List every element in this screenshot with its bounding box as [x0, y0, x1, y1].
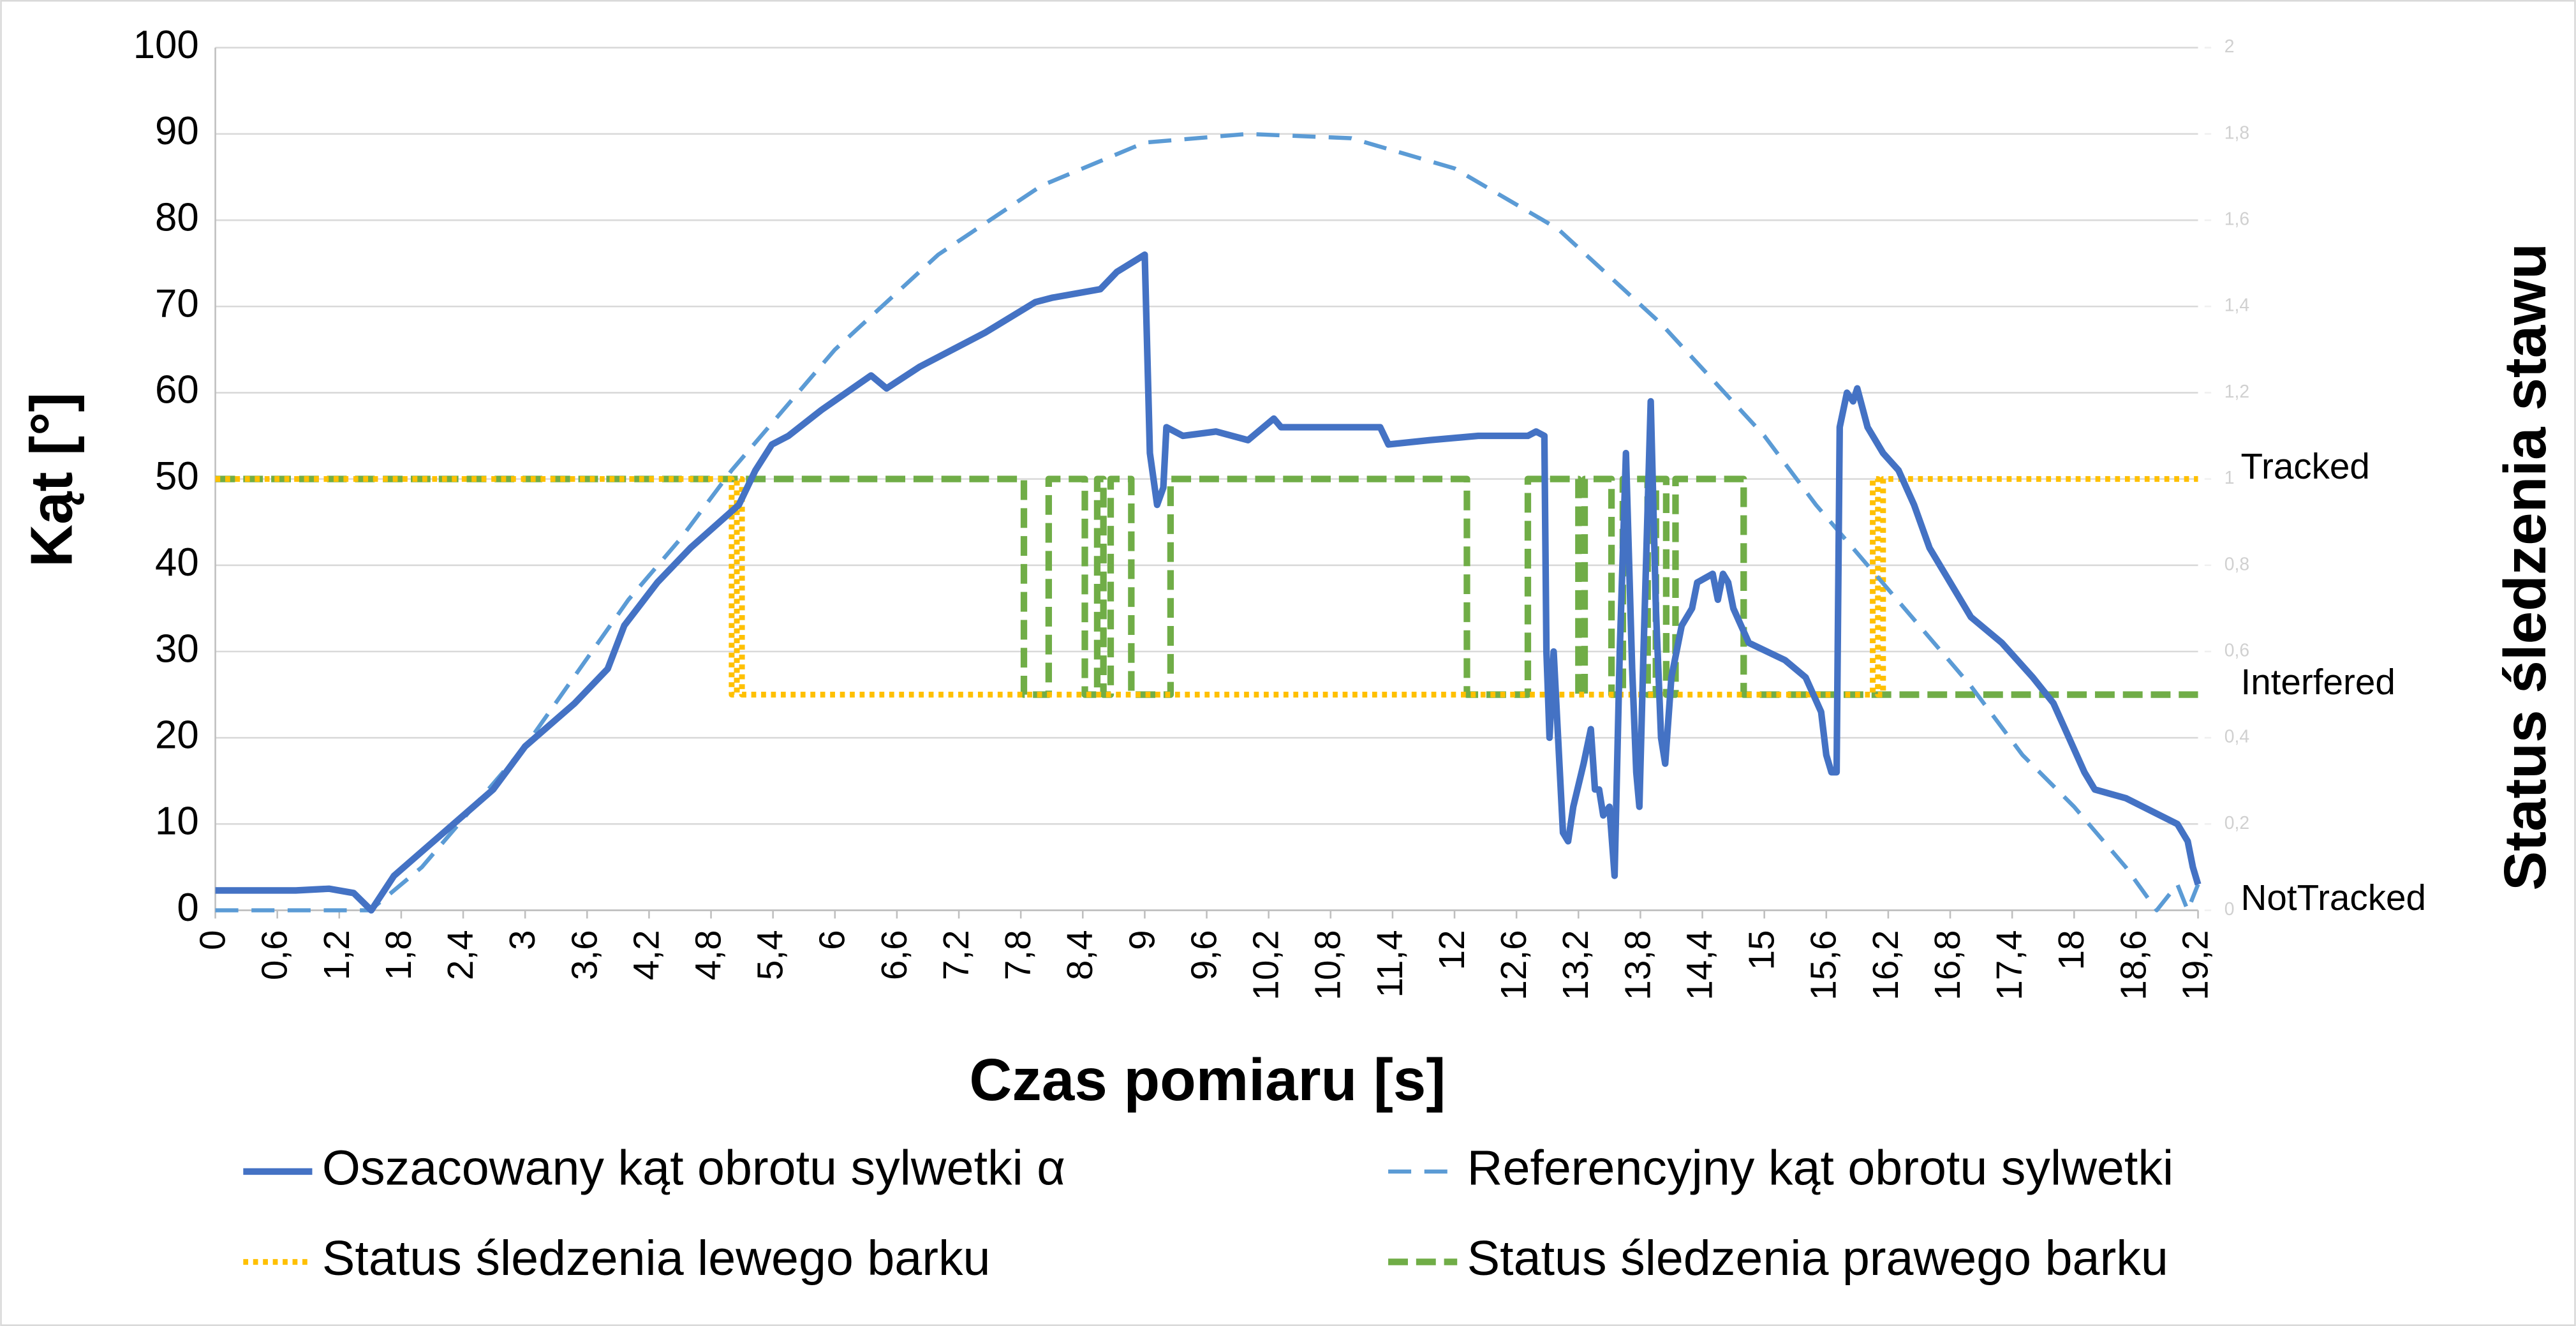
y2-tick-label: 0	[2224, 899, 2235, 920]
x-tick-label: 13,8	[1618, 930, 1658, 1000]
legend-label: Status śledzenia prawego barku	[1467, 1231, 2168, 1286]
x-tick-label: 17,4	[1990, 930, 2030, 1000]
y-tick-label: 10	[155, 800, 199, 844]
x-tick-label: 19,2	[2176, 930, 2216, 1000]
y-tick-label: 80	[155, 195, 199, 239]
y2-tick-label: 0,6	[2224, 640, 2249, 660]
x-tick-label: 18,6	[2113, 930, 2154, 1000]
x-tick-label: 10,2	[1247, 930, 1287, 1000]
y2-tick-label: 2	[2224, 36, 2235, 57]
y-tick-label: 40	[155, 540, 199, 585]
status-label: NotTracked	[2240, 878, 2426, 918]
status-label: Interfered	[2240, 662, 2395, 703]
y2-tick-label: 0,2	[2224, 813, 2249, 833]
x-tick-label: 7,2	[936, 930, 977, 980]
x-tick-label: 9,6	[1185, 930, 1225, 980]
status-label: Tracked	[2240, 447, 2369, 487]
x-tick-label: 1,2	[317, 930, 357, 980]
y-tick-label: 100	[133, 23, 199, 67]
y-tick-label: 90	[155, 109, 199, 153]
x-tick-label: 13,2	[1556, 930, 1596, 1000]
x-tick-label: 6,6	[875, 930, 915, 980]
x-tick-label: 16,2	[1866, 930, 1906, 1000]
x-tick-label: 8,4	[1060, 930, 1100, 980]
y2-tick-label: 0,8	[2224, 554, 2249, 574]
x-tick-label: 12	[1432, 930, 1472, 970]
x-tick-label: 3,6	[565, 930, 605, 980]
y2-tick-label: 0,4	[2224, 727, 2249, 747]
x-tick-label: 18	[2052, 930, 2092, 970]
series-line	[215, 476, 2198, 698]
x-axis-title: Czas pomiaru [s]	[969, 1047, 1446, 1113]
x-tick-label: 10,8	[1308, 930, 1349, 1000]
x-tick-label: 11,4	[1370, 930, 1410, 997]
y-axis-title: Kąt [°]	[18, 392, 84, 567]
y-tick-label: 20	[155, 713, 199, 757]
series-line	[215, 131, 2200, 913]
x-tick-label: 12,6	[1494, 930, 1534, 1000]
x-tick-label: 0,6	[255, 930, 295, 980]
x-tick-label: 6	[813, 930, 853, 950]
y-tick-label: 0	[177, 886, 198, 930]
y2-tick-label: 1	[2224, 468, 2235, 488]
x-tick-label: 7,8	[998, 930, 1039, 980]
x-tick-label: 1,8	[379, 930, 419, 980]
x-tick-label: 5,4	[751, 930, 791, 980]
x-tick-label: 0	[193, 930, 233, 950]
y-tick-label: 30	[155, 627, 199, 671]
x-tick-label: 15	[1742, 930, 1782, 970]
legend-label: Oszacowany kąt obrotu sylwetki α	[322, 1140, 1065, 1195]
y-tick-label: 60	[155, 368, 199, 412]
x-tick-label: 4,8	[689, 930, 729, 980]
x-tick-label: 16,8	[1928, 930, 1968, 1000]
y2-axis-title: Status śledzenia stawu	[2492, 243, 2558, 891]
series-line	[215, 251, 2202, 914]
x-tick-label: 2,4	[441, 930, 481, 980]
y2-tick-label: 1,4	[2224, 295, 2249, 316]
legend-label: Referencyjny kąt obrotu sylwetki	[1467, 1140, 2174, 1195]
y2-tick-label: 1,6	[2224, 209, 2249, 230]
legend-label: Status śledzenia lewego barku	[322, 1231, 991, 1286]
x-tick-label: 15,6	[1804, 930, 1844, 1000]
y-tick-label: 50	[155, 454, 199, 498]
x-tick-label: 3	[503, 930, 543, 950]
y-tick-label: 70	[155, 282, 199, 326]
x-tick-label: 14,4	[1680, 930, 1721, 1000]
y2-tick-label: 1,8	[2224, 123, 2249, 143]
x-tick-label: 4,2	[626, 930, 667, 980]
y2-tick-label: 1,2	[2224, 382, 2249, 402]
x-tick-label: 9	[1122, 930, 1162, 950]
